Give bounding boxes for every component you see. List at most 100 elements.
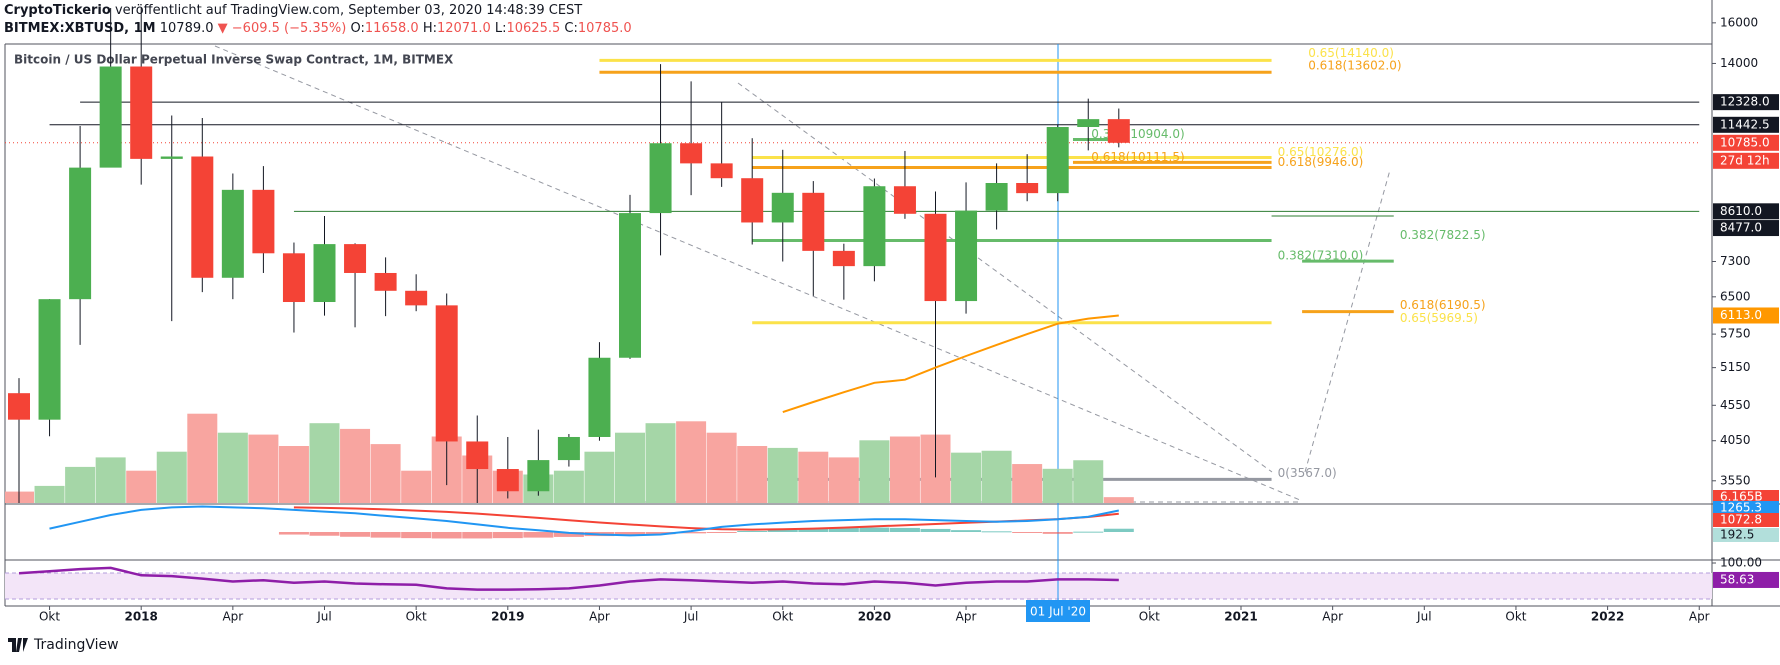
candle-body bbox=[588, 357, 611, 437]
candle-body bbox=[741, 178, 764, 223]
candle-body bbox=[924, 213, 947, 302]
macd-hist bbox=[401, 532, 432, 539]
candle-body bbox=[313, 244, 336, 303]
volume-bar bbox=[859, 440, 890, 503]
macd-badge-label: 1265.3 bbox=[1720, 501, 1762, 515]
candle-body bbox=[221, 189, 244, 278]
macd-hist bbox=[309, 532, 340, 536]
x-tick-label: 2022 bbox=[1591, 610, 1624, 624]
macd-hist bbox=[798, 528, 829, 532]
candle-body bbox=[344, 244, 367, 273]
level-label: 0.618(9946.0) bbox=[1278, 155, 1364, 169]
volume-badge-label: 6.165B bbox=[1720, 490, 1763, 504]
macd-hist bbox=[889, 527, 920, 532]
ohlc-value: 11658.0 bbox=[364, 21, 419, 36]
volume-bar bbox=[951, 452, 982, 503]
macd-hist bbox=[920, 528, 951, 532]
candle-body bbox=[832, 250, 855, 267]
trend-lines bbox=[214, 45, 1391, 503]
level-label: 0.382(10904.0) bbox=[1091, 127, 1184, 141]
volume-bar bbox=[1103, 497, 1134, 503]
price-badge-label: 12328.0 bbox=[1720, 95, 1770, 109]
volume-bar bbox=[1073, 460, 1104, 503]
volume-bar bbox=[981, 450, 1012, 503]
volume-bar bbox=[1012, 464, 1043, 503]
candle-body bbox=[69, 167, 92, 300]
volume-bar bbox=[217, 432, 248, 503]
volume-bar bbox=[767, 447, 798, 503]
x-tick-label: 2018 bbox=[124, 610, 157, 624]
crosshair-label: 01 Jul '20 bbox=[1030, 605, 1086, 619]
volume-bar bbox=[645, 423, 676, 503]
volume-bar bbox=[737, 446, 768, 503]
x-tick-label: Jul bbox=[1416, 610, 1431, 624]
macd-badge-label: 1072.8 bbox=[1720, 513, 1762, 527]
level-label: 0.65(5969.5) bbox=[1400, 311, 1478, 325]
macd-badge bbox=[1713, 501, 1779, 515]
chart-title: Bitcoin / US Dollar Perpetual Inverse Sw… bbox=[14, 53, 454, 67]
price-badge bbox=[1713, 94, 1779, 111]
macd-badge-label: 192.5 bbox=[1720, 528, 1754, 542]
volume-bar bbox=[828, 457, 859, 503]
volume-bar bbox=[156, 451, 187, 503]
change: ▼ −609.5 (−5.35%) bbox=[217, 21, 347, 36]
macd-hist bbox=[1042, 532, 1073, 534]
level-label: 0.382(7310.0) bbox=[1278, 249, 1364, 263]
countdown-label: 27d 12h bbox=[1720, 153, 1770, 167]
y-tick-label: 5150 bbox=[1720, 360, 1751, 374]
x-tick-label: Apr bbox=[1689, 610, 1710, 624]
candle-body bbox=[619, 213, 641, 358]
y-tick-label: 6500 bbox=[1720, 289, 1751, 303]
macd-hist bbox=[370, 532, 401, 538]
x-tick-label: Okt bbox=[406, 610, 427, 624]
candle-body bbox=[771, 192, 794, 223]
candle-body bbox=[130, 66, 153, 159]
y-tick-label: 3550 bbox=[1720, 473, 1751, 487]
macd-hist bbox=[981, 531, 1012, 533]
y-tick-label: 7300 bbox=[1720, 254, 1751, 268]
ohlc-value: 10625.5 bbox=[506, 21, 561, 36]
volume-bar bbox=[676, 421, 707, 503]
rsi-band bbox=[5, 573, 1712, 599]
x-tick-label: Okt bbox=[772, 610, 793, 624]
volume-bar bbox=[187, 413, 218, 503]
x-tick-label: 2021 bbox=[1224, 610, 1257, 624]
x-tick-label: 2020 bbox=[858, 610, 891, 624]
macd-badge bbox=[1713, 528, 1779, 542]
price-badge bbox=[1713, 116, 1779, 133]
x-tick-label: Apr bbox=[1322, 610, 1343, 624]
candle-body bbox=[955, 210, 978, 302]
volume-bar bbox=[278, 446, 309, 503]
price-badge-label: 8477.0 bbox=[1720, 221, 1762, 235]
volume-bar bbox=[584, 451, 615, 503]
macd-hist bbox=[645, 532, 676, 535]
header-line: CryptoTickerio veröffentlicht auf Tradin… bbox=[4, 2, 632, 20]
macd-line bbox=[49, 505, 1119, 537]
brand: TradingView bbox=[34, 637, 119, 653]
candle-body bbox=[191, 156, 214, 278]
x-tick-label: Okt bbox=[1139, 610, 1160, 624]
rsi-tick-label: 100.00 bbox=[1720, 556, 1762, 570]
price-pane: 0.65(14140.0)0.618(13602.0) 0.382(10904.0… bbox=[5, 8, 1700, 503]
macd-hist bbox=[828, 527, 859, 532]
rsi-badge-label: 58.63 bbox=[1720, 572, 1754, 586]
macd-hist bbox=[553, 532, 584, 537]
crosshair-badge bbox=[1026, 600, 1090, 622]
x-tick-label: Okt bbox=[39, 610, 60, 624]
candle-body bbox=[374, 272, 397, 291]
level-label: 0.618(6190.5) bbox=[1400, 298, 1486, 312]
volume-badge bbox=[1713, 490, 1779, 504]
volume-bar bbox=[798, 451, 829, 503]
candle-body bbox=[435, 305, 458, 442]
macd-hist bbox=[1073, 531, 1104, 533]
y-tick-label: 5750 bbox=[1720, 327, 1751, 341]
trend-line bbox=[737, 82, 1273, 473]
x-tick-label: Apr bbox=[589, 610, 610, 624]
candle-body bbox=[893, 186, 916, 214]
volume-bar bbox=[1042, 468, 1073, 503]
x-tick-label: 2019 bbox=[491, 610, 524, 624]
candle-body bbox=[496, 469, 519, 492]
macd-badge bbox=[1713, 513, 1779, 527]
